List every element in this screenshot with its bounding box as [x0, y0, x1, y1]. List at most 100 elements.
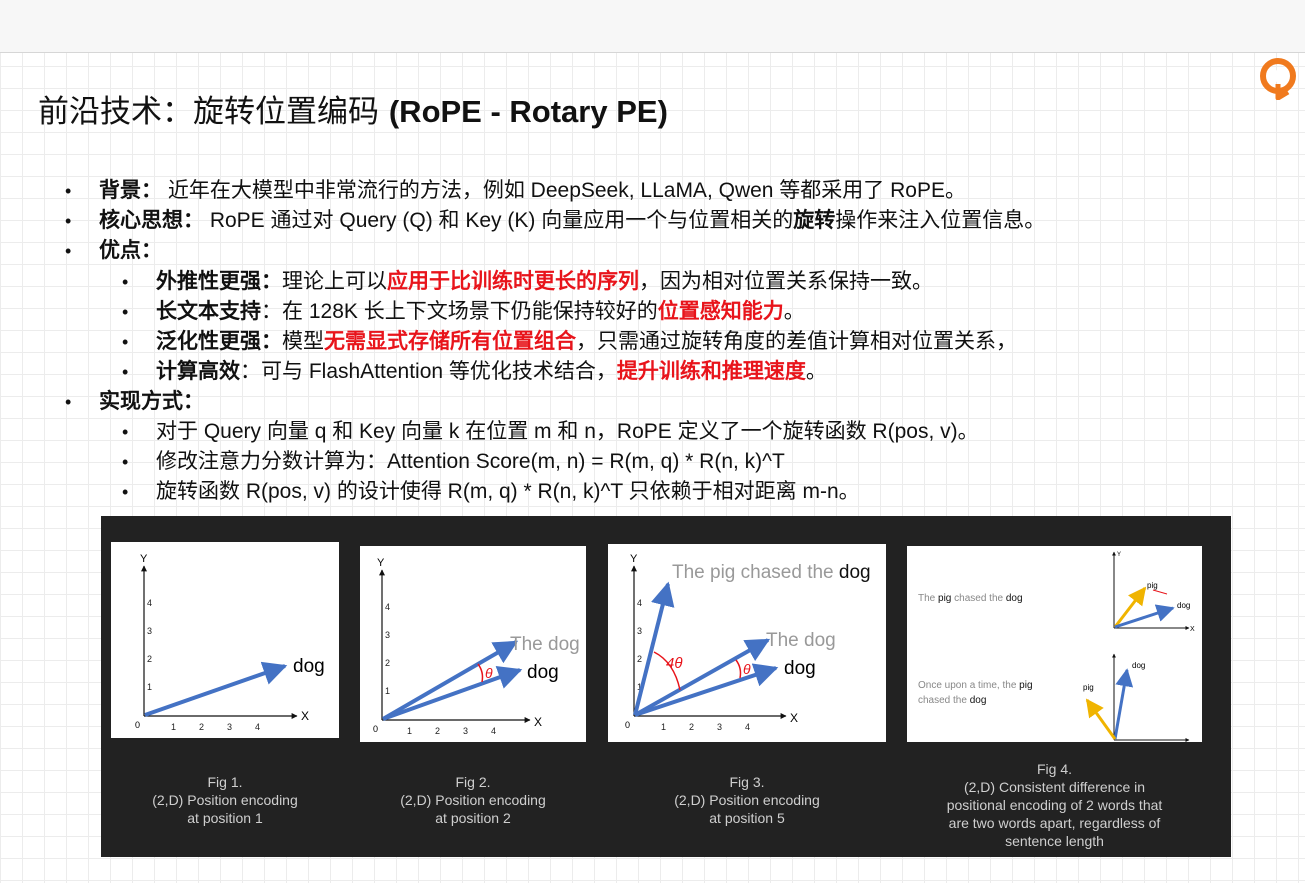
- sentence-long-line1: Once upon a time, the pig: [918, 680, 1033, 691]
- dog-vector-long: [1113, 668, 1134, 740]
- sentence-short: The pig chased the dog: [918, 593, 1023, 604]
- dog-vector-label: dog: [527, 662, 559, 683]
- sentence-long-line2: chased the dog: [918, 695, 986, 706]
- bullet-advantages: • 优点：: [65, 236, 162, 266]
- bullet-dot: •: [122, 362, 129, 382]
- y-tick-label: 1: [385, 686, 390, 696]
- title-zh: 前沿技术：旋转位置编码: [38, 94, 389, 130]
- bullet-implementation: • 实现方式：: [65, 387, 204, 417]
- pig-sentence-vector: [633, 581, 675, 716]
- y-axis-label: Y: [377, 557, 385, 569]
- bullet-background: • 背景： 近年在大模型中非常流行的方法，例如 DeepSeek, LLaMA,…: [65, 176, 966, 206]
- logo-icon: [1260, 58, 1296, 100]
- x-tick-label: 2: [689, 722, 694, 732]
- dog-vector-label: dog: [293, 656, 325, 677]
- the-dog-label: The dog: [766, 630, 836, 651]
- y-tick-label: 4: [385, 602, 390, 612]
- bullet-dot: •: [65, 211, 72, 231]
- pig-pointer: [1152, 589, 1168, 595]
- bullet-dot: •: [65, 181, 72, 201]
- pig-sentence-label: The pig chased the dog: [672, 562, 871, 583]
- x-tick-label: 2: [435, 726, 440, 736]
- fig1-caption: Fig 1. (2,D) Position encoding at positi…: [152, 774, 298, 826]
- bullet-dot: •: [122, 482, 129, 502]
- sub-bullet-generalization: • 泛化性更强：模型无需显式存储所有位置组合，只需通过旋转角度的差值计算相对位置…: [122, 327, 1017, 357]
- fig3-caption: Fig 3. (2,D) Position encoding at positi…: [674, 774, 820, 826]
- theta-label: θ: [743, 661, 751, 677]
- theta-arc: [735, 659, 742, 679]
- dog-vector: [634, 663, 779, 717]
- mini-y-axis-label: Y: [1117, 552, 1121, 558]
- y-tick-label: 3: [637, 626, 642, 636]
- the-dog-label: The dog: [510, 634, 580, 655]
- y-tick-label: 3: [385, 630, 390, 640]
- y-tick-label: 3: [147, 626, 152, 636]
- fig3-plot: Y X 0 1 2 3 4 1 2 3 4 4θ θ The pig chase…: [608, 544, 886, 742]
- y-axis-label: Y: [140, 553, 148, 565]
- y-tick-label: 4: [637, 598, 642, 608]
- y-tick-label: 1: [147, 682, 152, 692]
- theta-label: θ: [485, 665, 493, 681]
- y-tick-label: 2: [637, 654, 642, 664]
- sub-bullet-long-context: • 长文本支持：在 128K 长上下文场景下仍能保持较好的位置感知能力。: [122, 297, 805, 327]
- x-axis-label: X: [301, 709, 309, 723]
- x-axis-label: X: [534, 715, 542, 729]
- sub-bullet-attention-score: • 修改注意力分数计算为：Attention Score(m, n) = R(m…: [122, 447, 785, 477]
- pig-vector-long: [1085, 698, 1117, 740]
- bullet-dot: •: [65, 241, 72, 261]
- the-dog-vector: [634, 638, 771, 717]
- fig4-caption: Fig 4. (2,D) Consistent difference in po…: [946, 761, 1163, 849]
- fig1-plot: Y X 0 1 2 3 4 1 2 3 4 dog: [111, 542, 339, 738]
- bullet-dot: •: [65, 392, 72, 412]
- sub-bullet-relative-distance: • 旋转函数 R(pos, v) 的设计使得 R(m, q) * R(n, k)…: [122, 477, 860, 507]
- dog-label-short: dog: [1177, 601, 1190, 610]
- dog-vector: [382, 665, 523, 721]
- x-tick-label: 4: [491, 726, 496, 736]
- bullet-dot: •: [122, 302, 129, 322]
- y-tick-label: 2: [385, 658, 390, 668]
- figure-panel: Y X 0 1 2 3 4 1 2 3 4 dog Y X 0: [101, 516, 1231, 857]
- bullet-core-idea: • 核心思想： RoPE 通过对 Query (Q) 和 Key (K) 向量应…: [65, 206, 1045, 236]
- x-tick-label: 4: [255, 722, 260, 732]
- dog-vector: [144, 661, 288, 717]
- x-tick-label: 1: [171, 722, 176, 732]
- the-dog-vector: [381, 640, 519, 721]
- y-axis-label: Y: [630, 553, 638, 565]
- four-theta-arc: [653, 651, 681, 691]
- page-title: 前沿技术：旋转位置编码 (RoPE - Rotary PE): [38, 86, 668, 131]
- bullet-dot: •: [122, 332, 129, 352]
- bullet-dot: •: [122, 422, 129, 442]
- four-theta-label: 4θ: [666, 655, 682, 672]
- fig4-plot: The pig chased the dog Once upon a time,…: [907, 546, 1202, 742]
- title-en: (RoPE - Rotary PE): [388, 94, 668, 129]
- y-tick-label: 1: [637, 682, 642, 692]
- x-tick-label: 1: [661, 722, 666, 732]
- sub-bullet-extrapolation: • 外推性更强：理论上可以应用于比训练时更长的序列，因为相对位置关系保持一致。: [122, 267, 933, 297]
- dog-label-long: dog: [1132, 661, 1145, 670]
- x-tick-label: 3: [463, 726, 468, 736]
- x-tick-label: 4: [745, 722, 750, 732]
- origin-label: 0: [625, 720, 630, 730]
- fig2-caption: Fig 2. (2,D) Position encoding at positi…: [400, 774, 546, 826]
- bullet-dot: •: [122, 452, 129, 472]
- sub-bullet-efficiency: • 计算高效：可与 FlashAttention 等优化技术结合，提升训练和推理…: [122, 357, 827, 387]
- x-axis-label: X: [790, 711, 798, 725]
- fig2-plot: Y X 0 1 2 3 4 1 2 3 4 θ The dog dog: [360, 546, 586, 742]
- bullet-dot: •: [122, 272, 129, 292]
- origin-label: 0: [135, 720, 140, 730]
- dog-vector-label: dog: [784, 658, 816, 679]
- mini-x-axis-label: X: [1190, 626, 1195, 633]
- x-tick-label: 3: [227, 722, 232, 732]
- sub-bullet-rotation-function: • 对于 Query 向量 q 和 Key 向量 k 在位置 m 和 n，RoP…: [122, 417, 979, 447]
- theta-arc: [477, 663, 484, 683]
- x-tick-label: 1: [407, 726, 412, 736]
- pig-vector-short: [1113, 586, 1147, 628]
- y-tick-label: 2: [147, 654, 152, 664]
- origin-label: 0: [373, 724, 378, 734]
- pig-label-short: pig: [1147, 581, 1158, 590]
- pig-label-long: pig: [1083, 683, 1094, 692]
- top-bar: [0, 0, 1305, 53]
- y-tick-label: 4: [147, 598, 152, 608]
- dog-vector-short: [1114, 604, 1175, 629]
- x-tick-label: 3: [717, 722, 722, 732]
